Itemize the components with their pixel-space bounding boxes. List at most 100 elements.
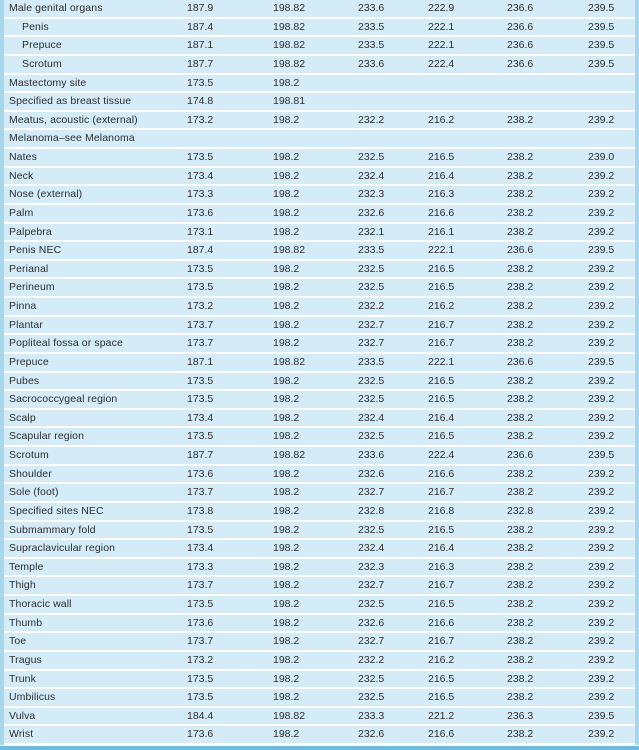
code-value: 198.2 (273, 338, 300, 349)
code-value: 239.2 (588, 468, 615, 480)
code-value: 232.7 (358, 319, 385, 331)
code-value: 198.82 (273, 21, 306, 33)
code-value: 173.4 (187, 170, 214, 182)
code-value: 238.2 (507, 599, 534, 610)
code-value: 216.5 (428, 599, 455, 610)
code-value: 232.5 (358, 599, 385, 610)
code-value: 173.2 (187, 654, 214, 666)
code-value: 173.7 (187, 338, 214, 349)
code-value: 198.82 (273, 710, 306, 722)
site-label: Submammary fold (9, 524, 96, 536)
code-value: 216.4 (428, 543, 455, 554)
code-value: 238.2 (507, 692, 534, 703)
code-value: 239.2 (588, 729, 615, 740)
site-label: Pinna (9, 301, 37, 312)
code-value: 239.2 (588, 114, 615, 126)
code-value: 239.2 (588, 543, 615, 554)
site-label: Temple (9, 561, 44, 573)
table-row: Scapular region 173.5 198.2 232.5 216.5 … (0, 428, 639, 447)
code-value: 221.2 (428, 710, 455, 722)
code-value: 216.7 (428, 487, 455, 498)
code-value: 187.9 (187, 3, 214, 14)
code-value: 222.4 (428, 58, 455, 70)
code-value: 216.5 (428, 673, 455, 685)
site-label: Shoulder (9, 468, 52, 480)
code-value: 239.2 (588, 170, 615, 182)
code-value: 238.2 (507, 543, 534, 554)
table-row: Tragus 173.2 198.2 232.2 216.2 238.2 239… (0, 651, 639, 671)
code-value: 198.2 (273, 152, 300, 163)
code-value: 236.6 (507, 21, 534, 33)
code-value: 222.1 (428, 356, 455, 368)
site-label: Mastectomy site (9, 77, 87, 89)
site-label: Melanoma–see Melanoma (9, 133, 135, 144)
code-value: 173.6 (187, 207, 214, 219)
code-value: 232.4 (358, 543, 385, 554)
table-row: Thumb 173.6 198.2 232.6 216.6 238.2 239.… (0, 614, 639, 634)
right-edge-strip (635, 0, 639, 745)
code-value: 173.6 (187, 468, 214, 480)
table-row: Palpebra 173.1 198.2 232.1 216.1 238.2 2… (0, 223, 639, 243)
code-value: 232.8 (358, 505, 385, 517)
code-value: 238.2 (507, 431, 534, 442)
code-value: 232.5 (358, 394, 385, 405)
code-value: 216.4 (428, 170, 455, 182)
code-value: 216.5 (428, 394, 455, 405)
site-label: Scrotum (22, 58, 62, 70)
code-value: 198.2 (273, 77, 300, 89)
code-value: 233.5 (358, 21, 385, 33)
code-value: 222.1 (428, 40, 455, 51)
code-value: 216.2 (428, 301, 455, 312)
code-value: 198.2 (273, 263, 300, 275)
code-value: 233.6 (358, 450, 385, 461)
site-label: Perianal (9, 263, 49, 275)
table-row: Temple 173.3 198.2 232.3 216.3 238.2 239… (0, 558, 639, 578)
code-value: 198.82 (273, 40, 306, 51)
code-value: 232.6 (358, 729, 385, 740)
left-edge-strip (0, 0, 4, 745)
code-value: 198.81 (273, 96, 306, 107)
code-value: 198.2 (273, 599, 300, 610)
code-value: 173.5 (187, 394, 214, 405)
site-label: Umbilicus (9, 692, 56, 703)
code-value: 198.2 (273, 394, 300, 405)
code-value: 198.2 (273, 580, 300, 591)
table-row: Penis NEC 187.4 198.82 233.5 222.1 236.6… (0, 242, 639, 261)
code-value: 232.5 (358, 282, 385, 293)
site-label: Thumb (9, 617, 43, 629)
code-value: 216.6 (428, 468, 455, 480)
code-value: 216.6 (428, 617, 455, 629)
table-row: Supraclavicular region 173.4 198.2 232.4… (0, 540, 639, 559)
code-value: 198.2 (273, 431, 300, 442)
code-value: 238.2 (507, 114, 534, 126)
table-row: Wrist 173.6 198.2 232.6 216.6 238.2 239.… (0, 726, 639, 745)
code-value: 232.6 (358, 617, 385, 629)
table-row: Thoracic wall 173.5 198.2 232.5 216.5 23… (0, 596, 639, 615)
code-value: 239.2 (588, 394, 615, 405)
code-value: 232.2 (358, 114, 385, 126)
code-value: 238.2 (507, 654, 534, 666)
code-value: 173.5 (187, 263, 214, 275)
code-value: 238.2 (507, 282, 534, 293)
table-row: Nose (external) 173.3 198.2 232.3 216.3 … (0, 186, 639, 205)
code-value: 187.4 (187, 21, 214, 33)
code-value: 232.4 (358, 170, 385, 182)
code-value: 236.6 (507, 58, 534, 70)
table-row: Toe 173.7 198.2 232.7 216.7 238.2 239.2 (0, 633, 639, 652)
table-row: Penis 187.4 198.82 233.5 222.1 236.6 239… (0, 18, 639, 38)
table-row: Prepuce 187.1 198.82 233.5 222.1 236.6 2… (0, 37, 639, 56)
site-label: Specified as breast tissue (9, 96, 132, 107)
code-value: 222.1 (428, 245, 455, 256)
site-label: Vulva (9, 710, 36, 722)
code-value: 173.8 (187, 505, 214, 517)
code-value: 238.2 (507, 468, 534, 480)
code-value: 232.6 (358, 468, 385, 480)
code-value: 238.2 (507, 636, 534, 647)
code-value: 198.2 (273, 170, 300, 182)
site-label: Scapular region (9, 431, 85, 442)
code-value: 198.82 (273, 3, 306, 14)
code-value: 173.5 (187, 524, 214, 536)
code-value: 198.2 (273, 505, 300, 517)
code-value: 239.5 (588, 356, 615, 368)
